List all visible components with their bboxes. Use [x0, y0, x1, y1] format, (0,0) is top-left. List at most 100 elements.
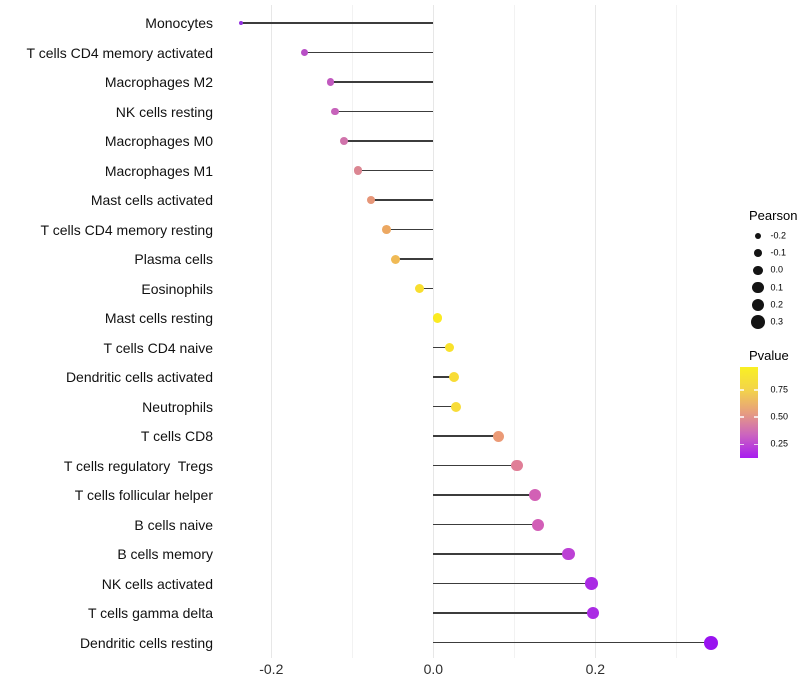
- lollipop-dot: [584, 577, 598, 590]
- y-axis-label: B cells memory: [117, 546, 213, 562]
- lollipop-dot: [586, 606, 600, 620]
- lollipop-dot: [493, 430, 505, 442]
- y-axis-label: B cells naive: [134, 516, 213, 533]
- y-axis-label: NK cells activated: [101, 575, 213, 592]
- pvalue-gradient-bar: [740, 367, 758, 458]
- legend-size-label: -0.2: [770, 230, 787, 241]
- lollipop-dot: [353, 166, 363, 175]
- pvalue-bar-tick: [754, 416, 758, 418]
- legend-pvalue-title: Pvalue: [749, 348, 789, 363]
- legend-size-label: 0.0: [770, 264, 784, 275]
- y-axis-label: Macrophages M0: [104, 133, 213, 149]
- legend-size-label: 0.2: [770, 299, 784, 310]
- y-axis-label: Macrophages M1: [104, 162, 213, 179]
- legend-pearson-title: Pearson: [749, 208, 798, 223]
- y-axis-label: T cells follicular helper: [74, 487, 213, 503]
- y-axis-label: Dendritic cells resting: [79, 634, 213, 651]
- lollipop-dot: [531, 518, 544, 531]
- legend-size-dot: [752, 282, 764, 294]
- legend-pvalue-label: 0.75: [770, 384, 789, 395]
- legend-size-dot: [753, 265, 763, 276]
- lollipop-stem: [386, 228, 434, 231]
- y-axis-label: Dendritic cells activated: [65, 369, 213, 385]
- lollipop-dot: [528, 489, 541, 501]
- y-axis-label: T cells regulatory Tregs: [63, 457, 213, 474]
- lollipop-stem: [357, 169, 434, 172]
- legend-pvalue-label: 0.25: [770, 438, 789, 449]
- legend-size-dot: [751, 315, 765, 329]
- lollipop-dot: [432, 313, 443, 323]
- y-axis-label: T cells CD4 naive: [103, 339, 213, 356]
- lollipop-stem: [433, 405, 456, 408]
- pvalue-bar-tick: [754, 389, 758, 391]
- lollipop-stem: [433, 612, 593, 614]
- major-gridline: [271, 5, 273, 658]
- lollipop-stem: [335, 110, 434, 113]
- lollipop-stem: [344, 140, 434, 142]
- lollipop-stem: [433, 641, 712, 644]
- legend-size-label: 0.1: [770, 282, 784, 293]
- y-axis-label: Mast cells resting: [104, 310, 213, 326]
- lollipop-dot: [300, 48, 309, 57]
- y-axis-label: T cells gamma delta: [87, 605, 213, 621]
- lollipop-dot: [562, 547, 575, 561]
- x-axis-tick-label: 0.0: [423, 661, 444, 677]
- lollipop-dot: [381, 225, 391, 234]
- lollipop-stem: [330, 81, 434, 83]
- lollipop-stem: [433, 464, 517, 467]
- pvalue-bar-tick: [740, 443, 744, 446]
- legend-size-dot: [755, 233, 761, 239]
- legend-size-dot: [753, 249, 763, 258]
- pvalue-bar-tick: [740, 389, 744, 391]
- legend-pvalue-label: 0.50: [770, 411, 789, 422]
- lollipop-dot: [340, 137, 349, 145]
- lollipop-dot: [444, 342, 455, 353]
- y-axis-label: Macrophages M2: [104, 74, 213, 90]
- pvalue-bar-tick: [754, 443, 758, 446]
- plot-panel: [218, 5, 734, 658]
- lollipop-stem: [433, 582, 592, 585]
- legend-size-label: 0.3: [770, 316, 784, 327]
- lollipop-stem: [370, 199, 434, 201]
- lollipop-dot: [510, 459, 523, 472]
- minor-gridline: [352, 5, 354, 658]
- y-axis-label: T cells CD8: [140, 428, 213, 444]
- x-axis-tick-label: -0.2: [259, 661, 284, 677]
- minor-gridline: [514, 5, 516, 658]
- lollipop-stem: [433, 376, 454, 378]
- lollipop-dot: [366, 195, 376, 205]
- major-gridline: [433, 5, 435, 658]
- lollipop-stem: [304, 51, 434, 54]
- lollipop-dot: [704, 635, 719, 650]
- lollipop-stem: [395, 258, 434, 260]
- lollipop-stem: [433, 553, 569, 555]
- lollipop-dot: [239, 21, 244, 25]
- y-axis-label: Neutrophils: [142, 398, 213, 415]
- lollipop-stem: [433, 435, 499, 437]
- lollipop-stem: [433, 523, 538, 526]
- y-axis-label: Mast cells activated: [90, 192, 213, 208]
- y-axis-label: Monocytes: [145, 15, 213, 31]
- y-axis-label: NK cells resting: [115, 103, 213, 120]
- minor-gridline: [676, 5, 678, 658]
- y-axis-label: Plasma cells: [134, 251, 213, 267]
- lollipop-stem: [433, 494, 535, 496]
- lollipop-dot: [390, 254, 400, 264]
- y-axis-label: Eosinophils: [141, 280, 213, 297]
- lollipop-dot: [414, 283, 425, 294]
- pvalue-bar-tick: [740, 416, 744, 418]
- y-axis-label: T cells CD4 memory resting: [40, 221, 213, 238]
- major-gridline: [595, 5, 597, 658]
- lollipop-dot: [326, 78, 335, 86]
- lollipop-dot: [331, 107, 340, 116]
- legend-size-dot: [751, 298, 765, 311]
- y-axis-label: T cells CD4 memory activated: [26, 44, 213, 61]
- x-axis-tick-label: 0.2: [585, 661, 606, 677]
- lollipop-dot: [448, 372, 459, 382]
- legend-size-label: -0.1: [770, 247, 787, 258]
- lollipop-dot: [450, 401, 461, 412]
- lollipop-stem: [419, 287, 434, 290]
- lollipop-stem: [241, 22, 434, 24]
- lollipop-stem: [433, 346, 450, 349]
